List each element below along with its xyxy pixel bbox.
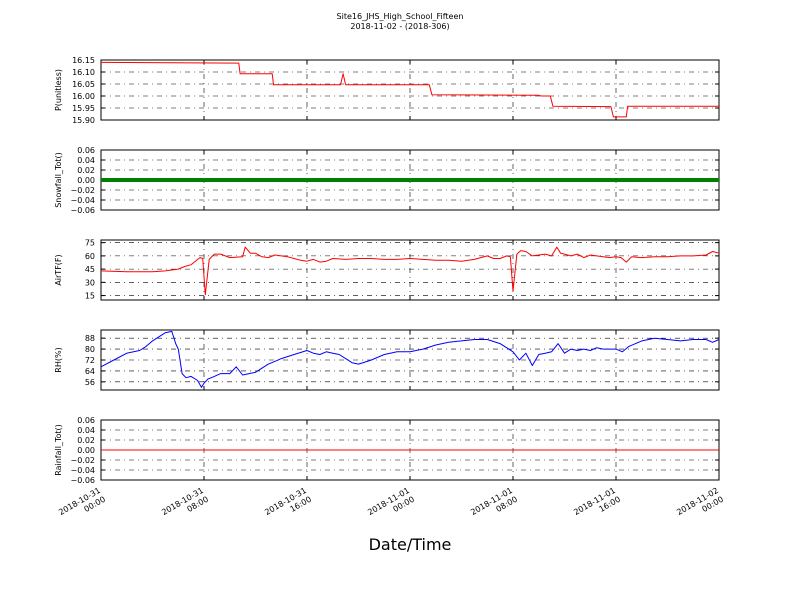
y-tick-label: −0.06	[70, 476, 95, 485]
y-tick-label: 15.90	[72, 116, 95, 125]
x-tick-label: 2018-11-0108:00	[469, 486, 519, 526]
y-axis-label: Snowfall_Tot()	[54, 152, 63, 208]
x-tick-label: 2018-10-3116:00	[263, 486, 313, 526]
y-tick-label: 60	[85, 252, 95, 261]
x-tick-label: 2018-10-3108:00	[160, 486, 210, 526]
y-tick-label: 16.05	[72, 80, 95, 89]
y-tick-label: 0.04	[77, 426, 95, 435]
subplot-5: 0.060.040.020.00−0.02−0.04−0.06 Rainfall_…	[54, 416, 720, 485]
y-axis-label: Rainfall_Tot()	[54, 424, 63, 476]
y-axis-label: AirTF(F)	[54, 254, 63, 285]
y-tick-label: 0.02	[77, 166, 95, 175]
subplot-2: 0.060.040.020.00−0.02−0.04−0.06 Snowfall_…	[54, 146, 720, 215]
subplot-3: 75 60 45 30 15 AirTF(F)	[54, 239, 720, 301]
y-tick-label: −0.02	[70, 456, 95, 465]
y-tick-label: 0.02	[77, 436, 95, 445]
y-tick-label: 0.00	[77, 446, 95, 455]
subplot-4: 88 80 72 64 56 RH(%)	[54, 329, 720, 391]
x-axis-label: Date/Time	[369, 535, 452, 554]
chart-title: Site16_JHS_High_School_Fifteen	[337, 12, 464, 21]
y-tick-label: −0.06	[70, 206, 95, 215]
y-tick-label: 30	[85, 278, 95, 287]
y-tick-label: 88	[85, 334, 95, 343]
series-line-AirTF(F)	[100, 246, 720, 296]
series-line-P(unitless)	[100, 61, 719, 118]
y-axis-label: RH(%)	[54, 347, 63, 372]
x-tick-label: 2018-11-0100:00	[366, 486, 416, 526]
y-tick-label: 72	[85, 356, 95, 365]
y-tick-label: 0.06	[77, 146, 95, 155]
y-tick-label: −0.04	[70, 466, 95, 475]
y-tick-label: 45	[85, 265, 95, 274]
y-tick-label: 56	[85, 378, 95, 387]
y-tick-label: 64	[85, 367, 95, 376]
x-tick-label: 2018-10-3100:00	[57, 486, 107, 526]
y-tick-label: 75	[85, 239, 95, 248]
series-line-RH(%)	[100, 330, 720, 388]
x-axis-ticks: 2018-10-3100:00 2018-10-3108:00 2018-10-31…	[57, 486, 725, 526]
y-tick-label: 15.95	[72, 104, 95, 113]
y-tick-label: 80	[85, 345, 95, 354]
y-tick-label: 16.00	[72, 92, 95, 101]
y-tick-label: 16.10	[72, 68, 95, 77]
y-tick-label: 0.04	[77, 156, 95, 165]
subplot-1: 16.15 16.10 16.05 16.00 15.95 15.90 P(unitless…	[54, 56, 720, 125]
y-tick-label: 0.06	[77, 416, 95, 425]
x-tick-label: 2018-11-0116:00	[572, 486, 622, 526]
subplot-group: 16.15 16.10 16.05 16.00 15.95 15.90 P(unitless…	[54, 56, 720, 485]
y-tick-label: 0.00	[77, 176, 95, 185]
chart-subtitle: 2018-11-02 - (2018-306)	[350, 22, 449, 31]
y-tick-label: −0.02	[70, 186, 95, 195]
x-tick-label: 2018-11-0200:00	[675, 486, 725, 526]
y-tick-label: 15	[85, 292, 95, 301]
y-tick-label: −0.04	[70, 196, 95, 205]
y-axis-label: P(unitless)	[54, 69, 63, 111]
y-tick-label: 16.15	[72, 56, 95, 65]
